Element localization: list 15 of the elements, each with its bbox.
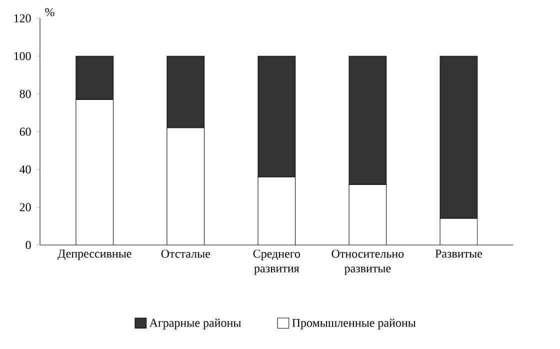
x-tick-label: Депрессивные [58,250,132,260]
y-tick-label: 100 [14,52,31,60]
x-tick-label: Среднего развития [253,250,300,275]
y-tick-label: 60 [20,128,31,136]
x-tick-label: Отсталые [161,250,210,258]
y-tick-label: 40 [20,165,31,174]
legend-label: Аграрные районы [149,318,241,330]
x-tick-label: Относительно развитые [332,250,404,275]
y-axis-title: % [45,8,54,16]
x-tick-label: Развитые [435,250,482,258]
y-tick-label: 0 [26,240,31,250]
y-tick-label: 80 [20,90,31,98]
y-tick-label: 20 [20,203,31,212]
y-tick-label: 120 [14,14,31,22]
legend-label: Промышленные районы [292,318,416,330]
